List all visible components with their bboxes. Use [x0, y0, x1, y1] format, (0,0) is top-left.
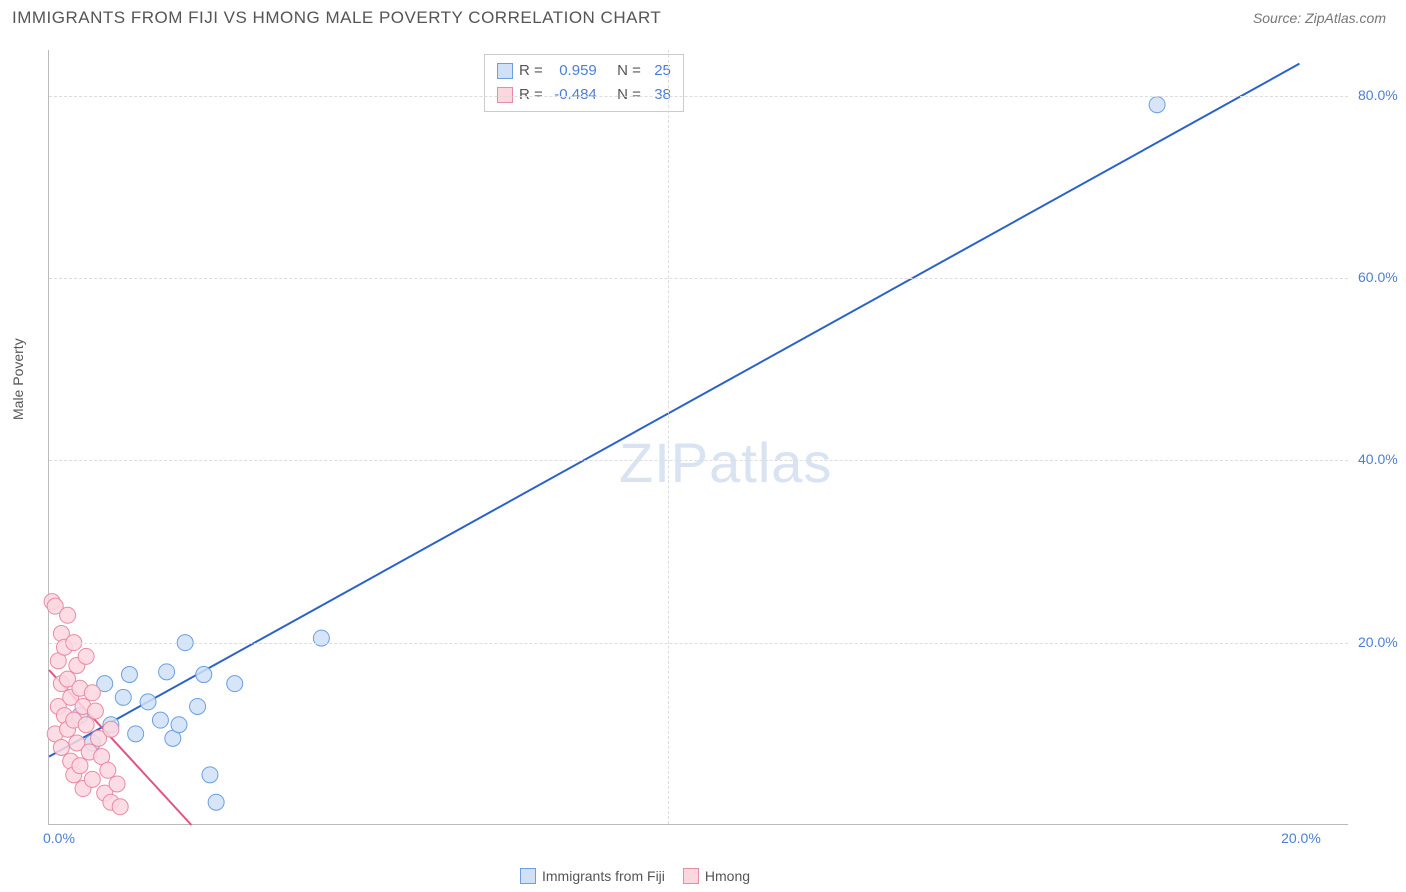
- gridline-h: [49, 278, 1348, 279]
- legend: Immigrants from Fiji Hmong: [520, 868, 750, 884]
- data-point-fiji: [190, 698, 206, 714]
- y-tick-label: 80.0%: [1358, 87, 1406, 103]
- data-point-fiji: [1149, 97, 1165, 113]
- data-point-hmong: [84, 771, 100, 787]
- chart-header: IMMIGRANTS FROM FIJI VS HMONG MALE POVER…: [0, 0, 1406, 32]
- data-point-fiji: [171, 717, 187, 733]
- data-point-hmong: [100, 762, 116, 778]
- data-point-hmong: [109, 776, 125, 792]
- gridline-h: [49, 96, 1348, 97]
- data-point-hmong: [78, 648, 94, 664]
- scatter-chart: ZIPatlas R = 0.959 N = 25 R = -0.484 N =…: [48, 50, 1348, 825]
- data-point-fiji: [227, 676, 243, 692]
- chart-source: Source: ZipAtlas.com: [1253, 10, 1386, 26]
- gridline-h: [49, 460, 1348, 461]
- swatch-fiji: [497, 63, 513, 79]
- stats-row-fiji: R = 0.959 N = 25: [497, 59, 671, 83]
- data-point-fiji: [140, 694, 156, 710]
- data-point-fiji: [152, 712, 168, 728]
- gridline-v: [668, 50, 669, 824]
- data-point-fiji: [196, 667, 212, 683]
- data-point-fiji: [159, 664, 175, 680]
- data-point-hmong: [53, 740, 69, 756]
- stat-n-label: N =: [617, 59, 641, 83]
- y-tick-label: 20.0%: [1358, 634, 1406, 650]
- source-name: ZipAtlas.com: [1305, 10, 1386, 26]
- data-point-hmong: [87, 703, 103, 719]
- data-point-fiji: [313, 630, 329, 646]
- stat-r-label: R =: [519, 59, 543, 83]
- stats-box: R = 0.959 N = 25 R = -0.484 N = 38: [484, 54, 684, 112]
- data-point-fiji: [121, 667, 137, 683]
- x-tick-label: 0.0%: [43, 830, 75, 846]
- gridline-h: [49, 643, 1348, 644]
- chart-title: IMMIGRANTS FROM FIJI VS HMONG MALE POVER…: [12, 8, 661, 28]
- data-point-fiji: [115, 689, 131, 705]
- data-point-hmong: [78, 717, 94, 733]
- data-point-hmong: [60, 607, 76, 623]
- plot-svg: [49, 50, 1348, 824]
- source-prefix: Source:: [1253, 10, 1305, 26]
- y-axis-label: Male Poverty: [10, 338, 26, 420]
- data-point-fiji: [202, 767, 218, 783]
- data-point-fiji: [208, 794, 224, 810]
- legend-swatch-fiji: [520, 868, 536, 884]
- stat-r-fiji: 0.959: [549, 59, 597, 83]
- data-point-hmong: [112, 799, 128, 815]
- legend-item-fiji: Immigrants from Fiji: [520, 868, 665, 884]
- trend-line-fiji: [49, 64, 1299, 757]
- legend-swatch-hmong: [683, 868, 699, 884]
- y-tick-label: 60.0%: [1358, 269, 1406, 285]
- data-point-hmong: [84, 685, 100, 701]
- data-point-hmong: [72, 758, 88, 774]
- data-point-fiji: [128, 726, 144, 742]
- legend-label-hmong: Hmong: [705, 868, 750, 884]
- legend-label-fiji: Immigrants from Fiji: [542, 868, 665, 884]
- data-point-hmong: [103, 721, 119, 737]
- y-tick-label: 40.0%: [1358, 451, 1406, 467]
- x-tick-label: 20.0%: [1281, 830, 1321, 846]
- legend-item-hmong: Hmong: [683, 868, 750, 884]
